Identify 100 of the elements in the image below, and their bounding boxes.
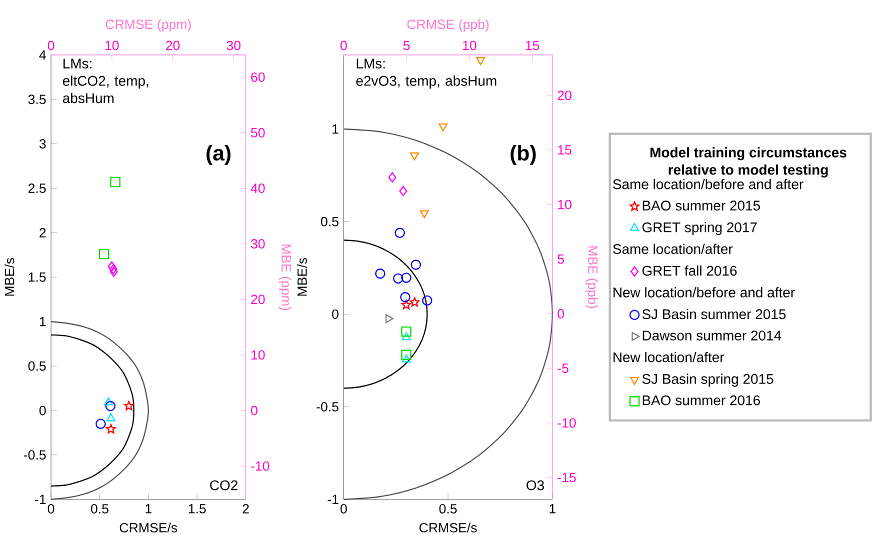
point — [124, 400, 134, 410]
y2-tick-label: 20 — [251, 294, 265, 304]
y-tick-label: 4 — [39, 50, 46, 60]
line-series — [50, 334, 134, 486]
point — [104, 397, 113, 406]
annotation: e2vO3, temp, absHum — [356, 75, 496, 88]
legend-title: Model training circumstances relative to model testing — [650, 147, 846, 178]
x2-tick-label: 20 — [166, 40, 180, 50]
point — [105, 400, 116, 412]
x2-tick-label: 5 — [403, 40, 410, 50]
y2-tick-label: 60 — [251, 72, 265, 82]
point — [96, 418, 106, 429]
annotation: LMs: — [64, 58, 92, 68]
point — [438, 123, 448, 132]
point — [401, 300, 412, 310]
y2-tick-label: 5 — [558, 254, 564, 264]
point — [109, 264, 118, 274]
point — [422, 295, 432, 306]
y-axis-title: MBE/s — [297, 258, 307, 296]
text: Same location/before and after — [613, 178, 804, 190]
annotation: CO2 — [210, 480, 238, 490]
point — [400, 292, 410, 302]
x-axis-title: CRMSE/s — [419, 522, 477, 532]
point — [410, 259, 422, 270]
point — [385, 314, 394, 323]
point — [388, 172, 396, 182]
x2-tick-label: 15 — [526, 40, 540, 50]
point — [98, 248, 110, 260]
x-tick-label: 0 — [340, 504, 347, 514]
x-tick-label: 0.5 — [90, 504, 108, 514]
annotation: LMs: — [356, 58, 385, 68]
y2-tick-label: 40 — [250, 183, 265, 193]
text: New location/after — [614, 352, 724, 362]
point — [110, 176, 120, 188]
y2-axis-title: MBE (ppm) — [278, 244, 292, 310]
y-tick-label: 2.5 — [28, 183, 46, 193]
y-tick-label: -1 — [328, 494, 338, 504]
point — [375, 268, 386, 279]
text: Same location/after — [613, 244, 733, 254]
y-tick-label: 0 — [332, 309, 338, 319]
annotation: (a) — [206, 144, 230, 165]
point — [108, 261, 116, 272]
y2-tick-label: 50 — [251, 128, 265, 138]
point — [394, 228, 405, 238]
point — [410, 152, 419, 160]
point — [399, 186, 408, 196]
point — [401, 272, 412, 283]
text: New location/before and after — [614, 287, 795, 298]
y-tick-label: 0.5 — [320, 216, 338, 226]
y-tick-label: 0.5 — [28, 361, 46, 371]
x-tick-label: 0.5 — [439, 504, 457, 514]
y2-tick-label: 30 — [250, 238, 265, 248]
legend-label: SJ Basin summer 2015 — [642, 308, 786, 319]
x-tick-label: 1 — [146, 504, 152, 514]
x2-tick-label: 0 — [340, 40, 347, 50]
point — [410, 297, 420, 306]
x2-tick-label: 30 — [226, 40, 241, 50]
y2-tick-label: 10 — [252, 350, 265, 360]
y2-axis-title: MBE (ppb) — [586, 246, 598, 308]
point — [402, 354, 411, 362]
y-tick-label: 3.5 — [28, 94, 46, 104]
legend-label: BAO summer 2016 — [642, 395, 760, 406]
y2-tick-label: -10 — [558, 418, 576, 428]
y2-tick-label: -5 — [558, 364, 568, 373]
annotation: eltCO2, temp, absHum — [62, 75, 148, 103]
y2-tick-label: 0 — [558, 308, 564, 318]
y-tick-label: 1 — [40, 316, 46, 326]
y2-tick-label: 15 — [558, 145, 572, 154]
y2-tick-label: -10 — [251, 461, 270, 471]
x-tick-label: 1.5 — [188, 504, 206, 514]
annotation: (b) — [510, 144, 536, 165]
x-axis-title: CRMSE/s — [120, 522, 178, 532]
point — [106, 424, 116, 434]
legend-label: Dawson summer 2014 — [642, 330, 782, 340]
line-series — [343, 239, 428, 389]
y-tick-label: -0.5 — [24, 450, 46, 460]
point — [402, 332, 411, 340]
point — [420, 210, 429, 218]
y-tick-label: 0 — [39, 406, 46, 416]
x2-tick-label: 10 — [463, 40, 476, 50]
point — [106, 413, 116, 422]
point — [393, 273, 404, 284]
y-tick-label: -0.5 — [316, 402, 338, 412]
y-axis-title: MBE/s — [4, 258, 14, 296]
point — [110, 266, 118, 277]
x-tick-label: 2 — [242, 504, 249, 514]
point — [401, 350, 412, 360]
x2-tick-label: 0 — [48, 40, 54, 50]
y2-tick-label: 0 — [251, 406, 258, 416]
y2-tick-label: -15 — [558, 472, 576, 482]
legend-label: GRET fall 2016 — [642, 265, 737, 276]
annotation: O3 — [526, 480, 544, 490]
point — [476, 56, 486, 65]
legend-label: SJ Basin spring 2015 — [642, 374, 774, 387]
y-tick-label: 2 — [40, 228, 46, 238]
point — [401, 326, 412, 337]
y2-tick-label: 20 — [558, 90, 572, 100]
legend-label: GRET spring 2017 — [642, 222, 757, 235]
legend-label: BAO summer 2015 — [642, 200, 760, 210]
x2-axis-title: CRMSE (ppm) — [106, 19, 191, 32]
